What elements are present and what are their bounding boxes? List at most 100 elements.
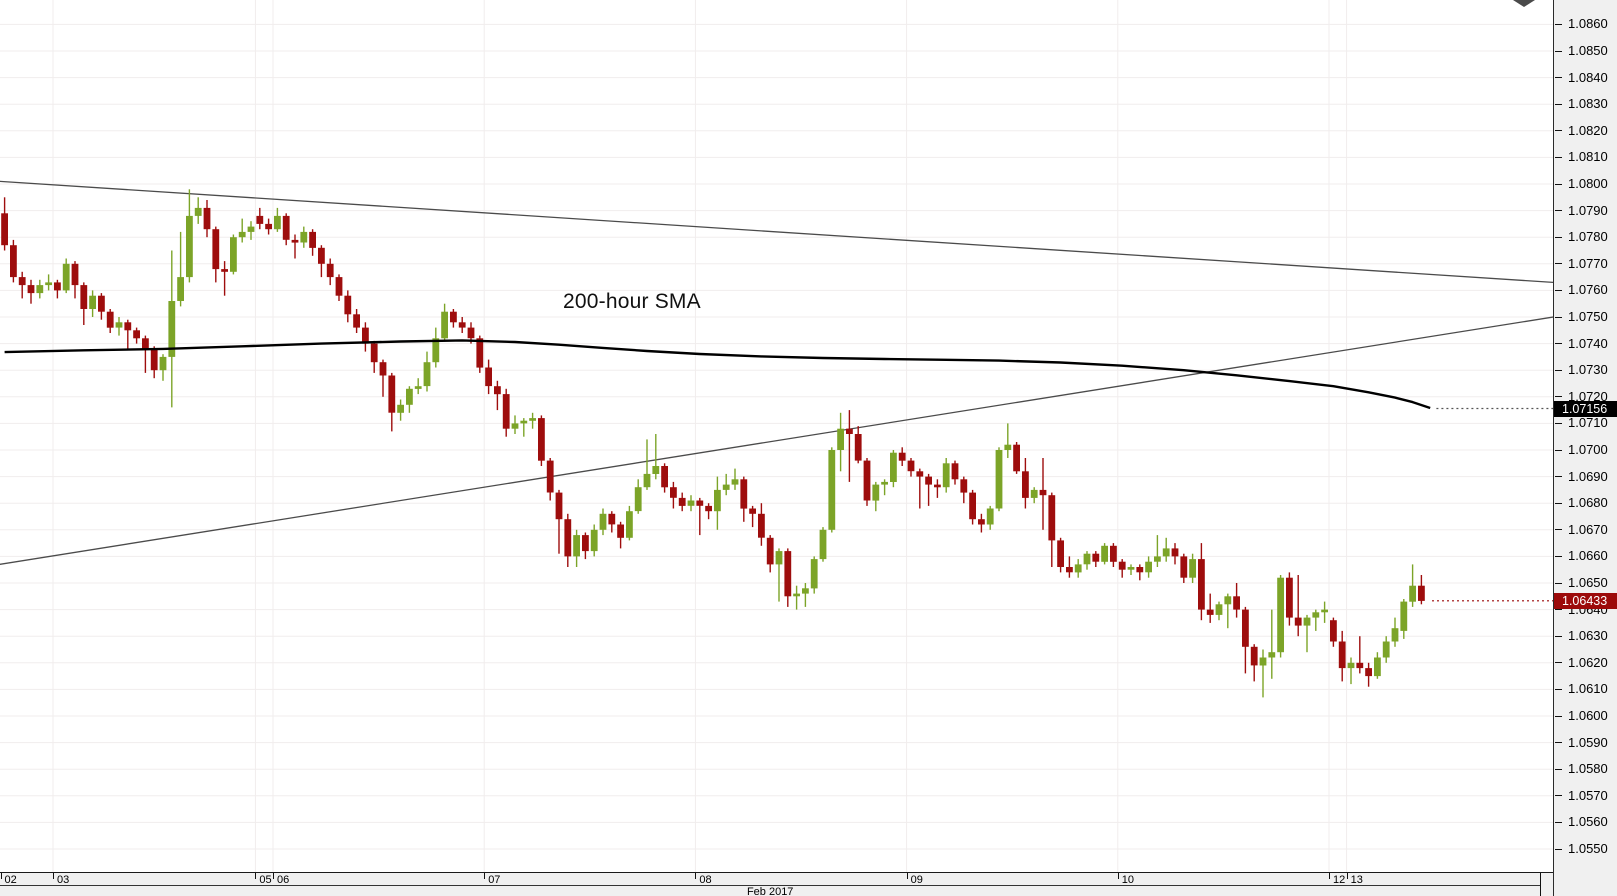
candle [573, 529, 580, 567]
price-tick-label: 1.0780 [1568, 229, 1608, 245]
candle [133, 327, 140, 344]
candle [819, 527, 827, 562]
price-tick-label: 1.0710 [1568, 415, 1608, 431]
candle [300, 226, 308, 248]
candle [256, 207, 264, 230]
candle [1057, 537, 1064, 573]
price-tick [1555, 848, 1562, 850]
price-tag: 1.06433 [1554, 592, 1617, 609]
candle [1374, 652, 1381, 679]
candle [406, 386, 413, 413]
candle [54, 279, 61, 299]
candles-series [1, 189, 1425, 698]
candle [608, 511, 616, 533]
price-tick [1555, 821, 1562, 823]
candle [546, 458, 554, 501]
day-tick [1329, 873, 1330, 879]
chart-canvas[interactable] [0, 0, 1553, 872]
candle [1039, 458, 1047, 530]
price-tick [1555, 795, 1562, 797]
trendline-ascending-support[interactable] [0, 316, 1553, 565]
candle [1189, 553, 1196, 583]
candle [10, 239, 17, 283]
candle [1215, 601, 1223, 621]
sma-line[interactable] [4, 339, 1431, 410]
candle [872, 481, 880, 512]
candle [1004, 423, 1012, 458]
candle [555, 489, 563, 554]
month-label: Feb 2017 [746, 886, 794, 896]
candle [1030, 487, 1038, 504]
candle [379, 359, 387, 397]
price-tick [1555, 768, 1562, 770]
price-tick [1555, 582, 1562, 584]
candle [432, 327, 440, 368]
day-tick-label: 12 [1333, 874, 1346, 886]
candle [335, 274, 343, 301]
candle [274, 207, 281, 232]
price-tick [1555, 449, 1562, 451]
trendline-descending-resistance[interactable] [0, 180, 1553, 284]
price-tick-label: 1.0560 [1568, 814, 1608, 830]
candle [186, 189, 193, 283]
price-tick [1555, 715, 1562, 717]
candle [89, 290, 96, 317]
day-tick-label: 10 [1121, 874, 1135, 886]
candle [1330, 617, 1337, 647]
price-tick-label: 1.0570 [1568, 787, 1608, 803]
price-tick [1555, 422, 1562, 424]
price-tick [1555, 742, 1562, 744]
candle [326, 258, 334, 286]
day-tick-label: 03 [57, 874, 70, 886]
candle [247, 221, 255, 240]
candle [238, 218, 246, 243]
candle [529, 412, 536, 429]
candle [353, 309, 360, 333]
candle [388, 372, 396, 432]
candle [1048, 492, 1056, 567]
candle [907, 458, 915, 477]
candle [538, 415, 545, 466]
day-tick-label: 09 [910, 874, 923, 886]
candle [1013, 442, 1020, 474]
candle [18, 271, 26, 299]
candle [1277, 575, 1284, 658]
candle [397, 399, 404, 421]
candle [1259, 649, 1267, 698]
candle [942, 458, 950, 493]
candle [652, 434, 660, 480]
candle [27, 279, 35, 304]
candle [863, 458, 871, 506]
candle [722, 473, 730, 496]
candle [344, 290, 352, 323]
price-axis[interactable]: 1.0860 1.0850 1.0840 1.0830 1.0820 1.0810 1.08… [1553, 0, 1617, 896]
candle [784, 548, 792, 607]
candle [1382, 636, 1390, 663]
candle [696, 497, 704, 536]
price-tick-label: 1.0690 [1568, 468, 1608, 484]
candle [670, 481, 677, 509]
candle [1, 197, 9, 251]
candle [846, 410, 853, 482]
candle [986, 505, 994, 530]
price-tick [1555, 343, 1562, 345]
time-axis[interactable]: Feb 2017 02 03 05 06 07 08 09 10 12 13 [0, 872, 1553, 896]
candle [1162, 537, 1170, 562]
price-tick [1555, 103, 1562, 105]
price-tick [1555, 476, 1562, 478]
price-tick-label: 1.0700 [1568, 442, 1608, 457]
price-tick-label: 1.0580 [1568, 761, 1608, 777]
candle [978, 513, 985, 533]
price-tick [1555, 609, 1562, 611]
price-tick-label: 1.0750 [1568, 309, 1608, 324]
chart-shift-marker-icon[interactable] [1513, 0, 1535, 7]
price-tick [1555, 688, 1562, 690]
candle [291, 234, 299, 259]
candle [1180, 553, 1188, 583]
price-tick [1555, 130, 1562, 132]
candle [115, 317, 123, 336]
price-tick [1555, 316, 1562, 318]
day-tick [484, 873, 486, 879]
candle [414, 378, 422, 395]
